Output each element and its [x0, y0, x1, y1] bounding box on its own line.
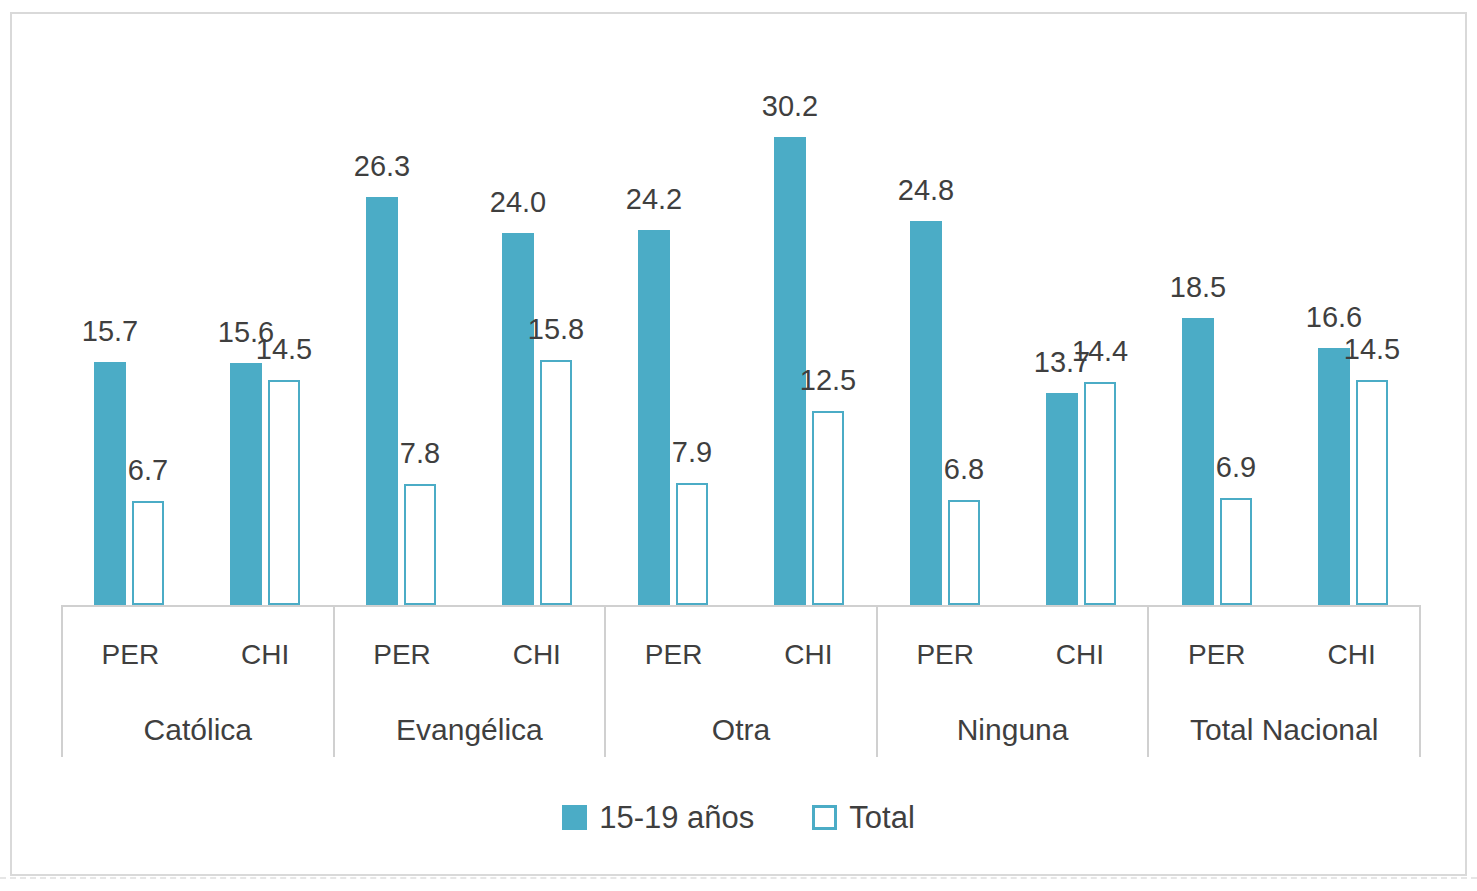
axis-group-label-Total Nacional: Total Nacional [1149, 702, 1419, 757]
bar-solid-Evangélica-PER [366, 197, 398, 605]
axis-sub-label-PER-Total Nacional: PER [1149, 639, 1284, 671]
axis-group-cell-Ninguna: PERCHINinguna [878, 607, 1150, 757]
data-label-outline-Evangélica-CHI: 15.8 [501, 315, 611, 344]
chart-container: 15.76.715.614.526.37.824.015.824.27.930.… [10, 12, 1467, 876]
data-label-solid-Total Nacional-PER: 18.5 [1143, 273, 1253, 302]
axis-sub-label-PER-Ninguna: PER [878, 639, 1013, 671]
bar-outline-Católica-CHI [268, 380, 300, 605]
data-label-outline-Otra-PER: 7.9 [637, 438, 747, 467]
axis-group-label-Ninguna: Ninguna [878, 702, 1148, 757]
data-label-outline-Católica-CHI: 14.5 [229, 335, 339, 364]
axis-group-cell-Católica: PERCHICatólica [61, 607, 335, 757]
bar-solid-Total Nacional-CHI [1318, 348, 1350, 605]
bar-outline-Ninguna-PER [948, 500, 980, 605]
data-label-outline-Católica-PER: 6.7 [93, 456, 203, 485]
data-label-outline-Total Nacional-PER: 6.9 [1181, 453, 1291, 482]
axis-sub-label-CHI-Católica: CHI [198, 639, 333, 671]
page-break-dashed-line [0, 877, 1477, 879]
axis-sub-row: PERCHI [1149, 607, 1419, 702]
data-label-outline-Otra-CHI: 12.5 [773, 366, 883, 395]
axis-group-label-Otra: Otra [606, 702, 876, 757]
data-label-solid-Otra-PER: 24.2 [599, 185, 709, 214]
axis-sub-label-CHI-Otra: CHI [741, 639, 876, 671]
data-label-solid-Total Nacional-CHI: 16.6 [1279, 303, 1389, 332]
bar-outline-Evangélica-PER [404, 484, 436, 605]
legend-swatch-solid [562, 805, 587, 830]
bar-outline-Otra-CHI [812, 411, 844, 605]
axis-sub-label-PER-Otra: PER [606, 639, 741, 671]
axis-group-label-Evangélica: Evangélica [335, 702, 605, 757]
bar-outline-Total Nacional-CHI [1356, 380, 1388, 605]
data-label-solid-Evangélica-CHI: 24.0 [463, 188, 573, 217]
bar-outline-Evangélica-CHI [540, 360, 572, 605]
bar-outline-Católica-PER [132, 501, 164, 605]
axis-sub-label-PER-Evangélica: PER [335, 639, 470, 671]
bar-outline-Total Nacional-PER [1220, 498, 1252, 605]
axis-sub-row: PERCHI [878, 607, 1148, 702]
axis-sub-label-CHI-Total Nacional: CHI [1284, 639, 1419, 671]
plot-area: 15.76.715.614.526.37.824.015.824.27.930.… [61, 135, 1421, 605]
data-label-outline-Evangélica-PER: 7.8 [365, 439, 475, 468]
category-axis: PERCHICatólicaPERCHIEvangélicaPERCHIOtra… [61, 605, 1421, 757]
axis-group-cell-Total Nacional: PERCHITotal Nacional [1149, 607, 1421, 757]
bar-solid-Ninguna-PER [910, 221, 942, 605]
data-label-solid-Ninguna-PER: 24.8 [871, 176, 981, 205]
axis-sub-row: PERCHI [606, 607, 876, 702]
bar-outline-Otra-PER [676, 483, 708, 605]
legend: 15-19 años Total [12, 802, 1465, 833]
bar-solid-Evangélica-CHI [502, 233, 534, 605]
bar-solid-Católica-CHI [230, 363, 262, 605]
legend-label: Total [849, 802, 914, 833]
axis-sub-label-CHI-Evangélica: CHI [469, 639, 604, 671]
data-label-outline-Ninguna-PER: 6.8 [909, 455, 1019, 484]
legend-swatch-outline [812, 805, 837, 830]
axis-sub-row: PERCHI [63, 607, 333, 702]
legend-item-15-19: 15-19 años [562, 802, 754, 833]
axis-sub-label-PER-Católica: PER [63, 639, 198, 671]
axis-sub-row: PERCHI [335, 607, 605, 702]
axis-sub-label-CHI-Ninguna: CHI [1013, 639, 1148, 671]
data-label-outline-Ninguna-CHI: 14.4 [1045, 337, 1155, 366]
legend-label: 15-19 años [599, 802, 754, 833]
axis-group-cell-Otra: PERCHIOtra [606, 607, 878, 757]
data-label-solid-Católica-PER: 15.7 [55, 317, 165, 346]
bar-outline-Ninguna-CHI [1084, 382, 1116, 605]
legend-item-total: Total [812, 802, 914, 833]
data-label-solid-Evangélica-PER: 26.3 [327, 152, 437, 181]
axis-group-cell-Evangélica: PERCHIEvangélica [335, 607, 607, 757]
bar-solid-Otra-PER [638, 230, 670, 605]
data-label-outline-Total Nacional-CHI: 14.5 [1317, 335, 1427, 364]
bar-solid-Ninguna-CHI [1046, 393, 1078, 605]
data-label-solid-Otra-CHI: 30.2 [735, 92, 845, 121]
axis-group-label-Católica: Católica [63, 702, 333, 757]
